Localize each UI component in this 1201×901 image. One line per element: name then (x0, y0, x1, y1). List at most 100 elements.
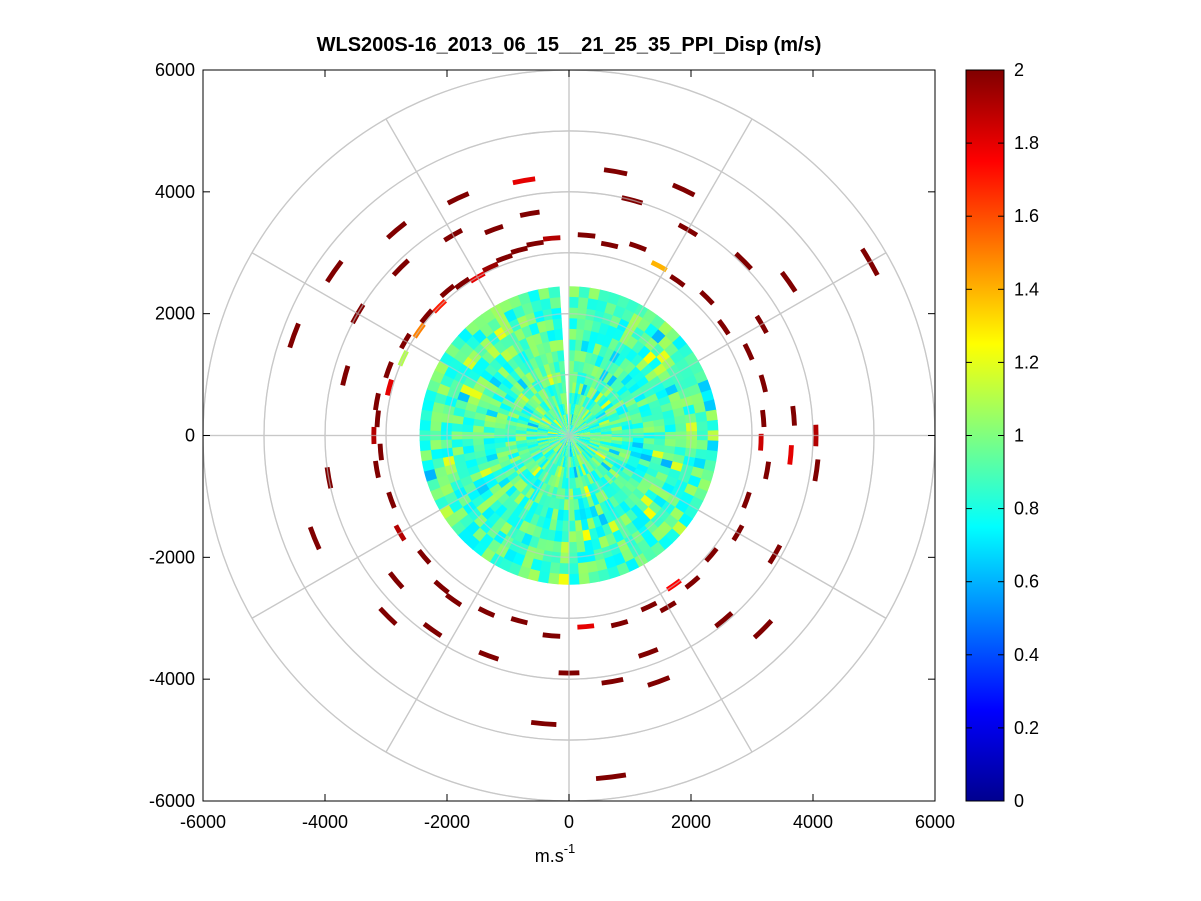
scan-cell (528, 416, 541, 424)
scan-cell (526, 440, 538, 446)
scan-cell (568, 488, 574, 501)
scan-cell (527, 419, 540, 426)
range-gate (577, 232, 596, 239)
scan-cell (495, 411, 509, 421)
scan-cell (581, 409, 591, 420)
scan-cell (481, 472, 496, 484)
scan-cell (616, 385, 629, 397)
scan-cell (546, 474, 555, 487)
scan-cell (597, 447, 610, 455)
polar-spoke (568, 118, 753, 436)
scan-cell (504, 440, 517, 447)
scan-cell (553, 530, 563, 543)
range-gate (386, 491, 397, 509)
scan-cell (534, 406, 546, 416)
scan-cell (573, 392, 579, 405)
scan-cell (508, 294, 523, 309)
x-tick-label: -4000 (302, 812, 348, 832)
range-gate (419, 308, 434, 324)
scan-cell (586, 363, 596, 376)
scan-cell (501, 361, 515, 375)
scan-cell (595, 411, 607, 420)
scan-cell (482, 386, 496, 399)
range-gate (717, 319, 731, 336)
scan-cell (531, 393, 542, 405)
range-gate (714, 611, 734, 629)
scan-cell (513, 492, 526, 505)
scan-cell (629, 450, 643, 460)
scan-cell (580, 407, 589, 419)
y-tick-label: 6000 (155, 60, 195, 80)
scan-cell (635, 483, 650, 496)
range-gate (417, 548, 432, 565)
scan-cell (696, 439, 709, 452)
scan-cell (554, 382, 561, 395)
scan-cell (421, 458, 435, 472)
scan-cell (546, 373, 555, 386)
scan-cell (476, 374, 490, 388)
scan-cell (564, 488, 569, 501)
scan-cell (619, 471, 632, 483)
scan-cell (594, 408, 606, 418)
scan-cell (421, 398, 435, 412)
scan-cell (487, 402, 500, 413)
scan-cell (613, 478, 625, 490)
scan-cell (543, 473, 552, 485)
scan-cell (572, 414, 579, 426)
scan-cell (582, 450, 592, 461)
scan-cell (575, 393, 582, 405)
scan-cell (554, 417, 563, 428)
scan-cell (557, 435, 569, 439)
x-axis-label: m.s-1 (535, 841, 576, 866)
scan-cell (512, 461, 525, 472)
scan-cell (517, 291, 532, 306)
scan-cell (657, 369, 672, 383)
range-gate (391, 258, 410, 277)
scan-cell (475, 482, 490, 496)
scan-cell (547, 436, 559, 440)
scan-cell (420, 449, 433, 462)
scan-cell (548, 438, 560, 444)
scan-cell (601, 334, 614, 349)
scan-cell (510, 402, 523, 413)
range-gate (510, 616, 528, 626)
scan-cell (505, 344, 519, 358)
scan-cell (479, 488, 494, 502)
scan-cell (442, 403, 456, 416)
scan-cell (531, 465, 542, 477)
scan-cell (613, 462, 625, 472)
range-gate (340, 365, 351, 386)
range-gate (510, 245, 528, 255)
scan-cell (585, 415, 597, 424)
range-gate (704, 547, 719, 563)
colorbar-tick-label: 1 (1014, 426, 1024, 446)
scan-cell (540, 297, 553, 311)
scan-cell (578, 425, 590, 432)
scan-cell (451, 414, 465, 425)
scan-cell (583, 485, 592, 498)
scan-cell (513, 399, 525, 409)
scan-cell (431, 400, 445, 414)
scan-cell (589, 352, 599, 366)
scan-cell (621, 424, 634, 431)
scan-cell (590, 364, 601, 378)
scan-cell (489, 397, 503, 408)
scan-cell (454, 460, 468, 472)
range-gate (763, 461, 771, 480)
scan-cell (600, 425, 612, 431)
scan-cell (693, 401, 707, 415)
scan-cell (706, 440, 719, 453)
scan-cell (499, 335, 514, 350)
scan-cell (488, 482, 502, 495)
scan-cell (524, 385, 535, 398)
scan-cell (560, 403, 565, 416)
scan-cell (488, 375, 503, 388)
scan-cell (491, 467, 505, 479)
scan-cell (577, 405, 585, 417)
scan-cell (472, 443, 485, 453)
scan-cell (577, 421, 588, 430)
x-tick-label: 6000 (915, 812, 955, 832)
scan-cell (505, 373, 518, 386)
scan-cell (608, 468, 620, 480)
scan-cell (459, 383, 474, 396)
